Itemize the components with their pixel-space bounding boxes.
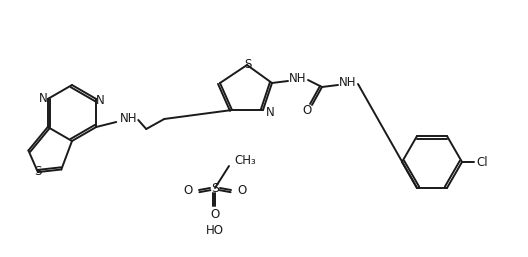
- Text: NH: NH: [340, 77, 357, 89]
- Text: N: N: [266, 106, 275, 118]
- Text: O: O: [183, 183, 193, 197]
- Text: S: S: [211, 181, 219, 195]
- Text: O: O: [238, 183, 247, 197]
- Text: N: N: [39, 93, 47, 106]
- Text: CH₃: CH₃: [234, 153, 256, 167]
- Text: S: S: [34, 164, 42, 178]
- Text: O: O: [303, 104, 312, 116]
- Text: N: N: [96, 94, 105, 106]
- Text: Cl: Cl: [476, 155, 488, 169]
- Text: HO: HO: [206, 224, 224, 236]
- Text: NH: NH: [119, 113, 137, 125]
- Text: S: S: [244, 58, 252, 70]
- Text: NH: NH: [289, 72, 307, 86]
- Text: O: O: [210, 208, 220, 222]
